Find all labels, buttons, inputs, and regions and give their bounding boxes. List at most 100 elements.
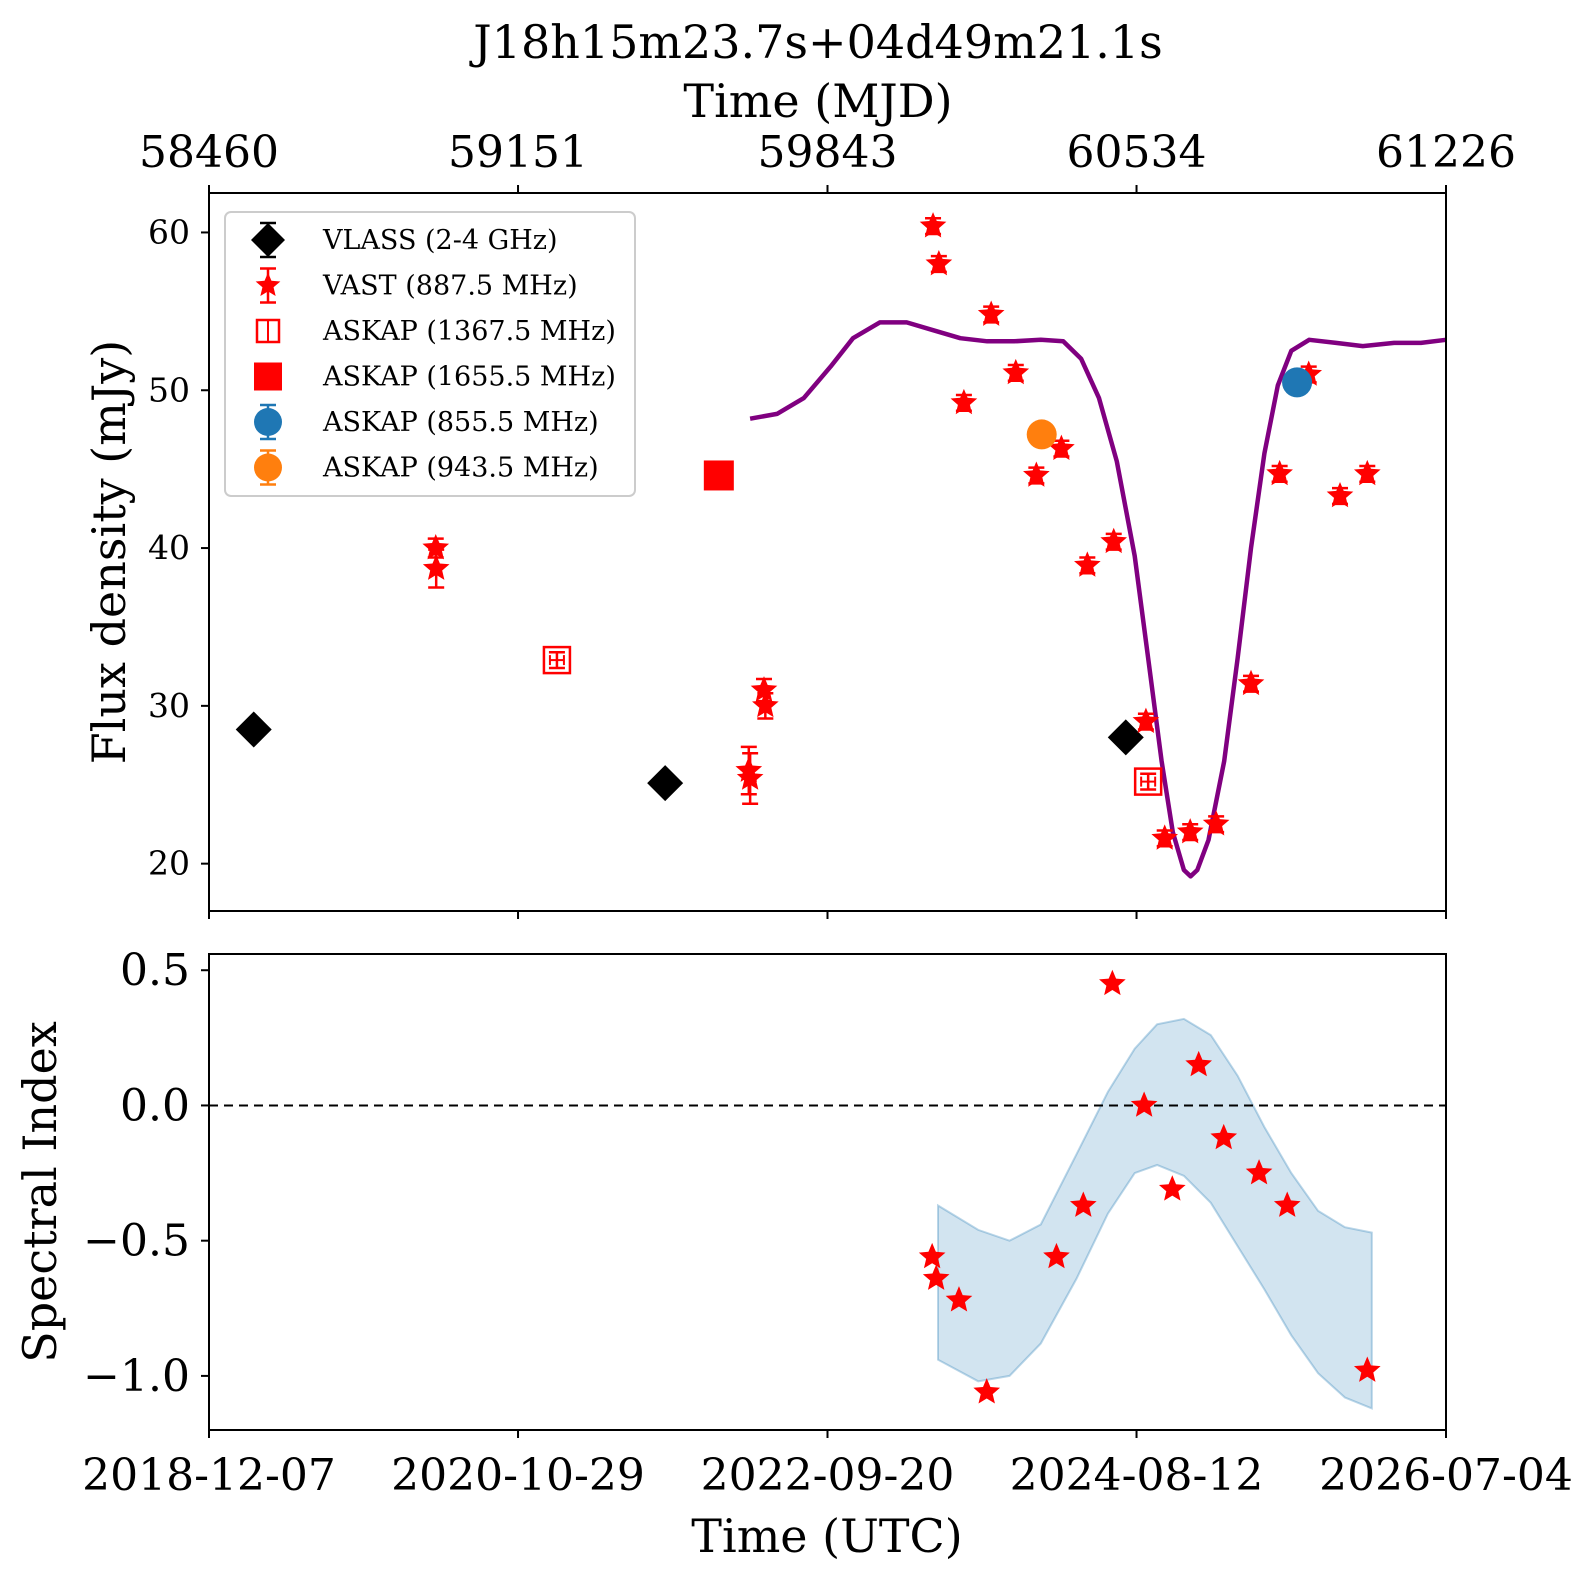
top-x-tick-label: 59151 [448,127,588,178]
data-point [422,534,450,560]
series-0 [235,711,1144,802]
legend-marker [255,272,281,297]
top-x-tick-label: 61226 [1376,127,1516,178]
top-y-tick-label: 40 [148,528,190,567]
data-point [1023,461,1050,487]
legend-label: ASKAP (855.5 MHz) [322,407,599,438]
data-point [1237,669,1265,696]
data-point [977,300,1005,326]
legend-entry: VAST (887.5 MHz) [255,267,578,304]
spectral-index-point [1043,1242,1070,1269]
top-x-tick-label: 58460 [139,127,279,178]
bottom-y-axis-title: Spectral Index [13,1021,67,1363]
data-point [1026,419,1057,450]
data-point [1133,767,1163,796]
legend-entry: ASKAP (1655.5 MHz) [254,362,616,393]
bottom-y-tick-label: 0.0 [120,1080,190,1131]
legend-label: ASKAP (1367.5 MHz) [322,316,616,347]
top-axis-title: Time (MJD) [683,74,952,128]
spectral-index-point [1273,1191,1301,1217]
spectral-index-point [1210,1123,1238,1150]
top-y-tick-label: 20 [148,844,190,883]
legend-box [224,211,636,497]
top-y-tick-label: 50 [148,370,190,409]
spectral-index-point [1099,969,1126,996]
legend: VLASS (2-4 GHz) VAST (887.5 MHz) ASKAP (13… [224,211,636,497]
spectral-index-point [1130,1091,1158,1117]
model-curve-line [749,320,1447,879]
legend-marker [254,408,282,436]
bottom-x-axis-title: Time (UTC) [691,1509,962,1563]
bottom-x-tick-label: 2022-09-20 [701,1450,955,1501]
data-point [703,460,734,491]
spectral-index-band [937,1017,1373,1410]
bottom-x-tick-label: 2026-07-04 [1319,1450,1573,1501]
top-data-points [235,212,1381,850]
legend-marker [254,453,282,482]
uncertainty-band [937,1017,1373,1410]
data-point [1266,459,1293,486]
legend-entry: ASKAP (855.5 MHz) [254,403,599,441]
data-point [542,645,572,675]
top-y-axis-title: Flux density (mJy) [82,340,136,764]
top-y-tick-label: 30 [148,686,190,725]
legend-label: VAST (887.5 MHz) [322,271,578,302]
data-point [750,676,778,702]
data-point [919,212,947,238]
data-point [647,765,684,802]
data-point [1151,824,1179,850]
legend-entry: ASKAP (1367.5 MHz) [255,316,616,347]
data-point [422,554,450,580]
data-point [1282,367,1313,398]
spectral-index-point [1245,1159,1273,1185]
series-1 [422,212,1381,850]
data-point [1048,434,1075,460]
legend-entry: VLASS (2-4 GHz) [251,221,558,259]
data-point [1202,810,1230,836]
top-x-tick-label: 60534 [1067,127,1207,178]
legend-marker [254,362,282,391]
bottom-x-tick-label: 2024-08-12 [1010,1450,1264,1501]
bottom-x-tick-label: 2018-12-07 [82,1450,336,1501]
data-point [950,388,978,415]
legend-label: ASKAP (1655.5 MHz) [322,362,616,393]
data-point [1132,707,1160,733]
legend-label: ASKAP (943.5 MHz) [322,453,599,484]
data-point [752,691,779,718]
bottom-y-ticks: 0.5 0.0 −0.5 −1.0 [83,945,209,1402]
model-curve [749,320,1447,879]
top-panel: 58460 59151 59843 60534 61226 20 30 40 50 60 Flu… [82,127,1516,919]
bottom-panel: 2018-12-07 2020-10-29 2022-09-20 2024-08-12… [13,945,1573,1563]
data-point [1326,481,1354,508]
bottom-x-ticks: 2018-12-07 2020-10-29 2022-09-20 2024-08-12… [82,1430,1573,1501]
bottom-y-tick-label: 0.5 [120,945,190,996]
data-point [1176,818,1204,844]
data-point [1353,459,1381,486]
spectral-index-point [1158,1175,1186,1201]
top-x-ticks: 58460 59151 59843 60534 61226 [139,127,1516,919]
top-y-ticks: 20 30 40 50 60 [148,212,209,883]
spectral-index-point [1353,1356,1381,1382]
data-point [1100,527,1128,554]
top-x-tick-label: 59843 [758,127,898,178]
series-5 [1026,419,1057,450]
data-point [925,250,953,276]
spectral-index-point [918,1242,946,1269]
series-3 [703,460,734,491]
spectral-index-points [918,969,1381,1404]
data-point [1107,719,1144,756]
data-point [235,711,272,748]
top-y-tick-label: 60 [148,212,190,251]
data-point [1002,358,1030,385]
series-4 [1282,367,1313,398]
spectral-index-point [973,1378,1001,1404]
data-point [736,764,764,790]
bottom-y-tick-label: −1.0 [83,1351,190,1402]
data-point [1074,551,1101,577]
legend-label: VLASS (2-4 GHz) [322,225,558,256]
bottom-x-tick-label: 2020-10-29 [391,1450,645,1501]
chart-title: J18h15m23.7s+04d49m21.1s [469,15,1162,69]
series-2 [542,645,1163,796]
spectral-index-point [945,1286,973,1312]
bottom-y-tick-label: −0.5 [83,1216,190,1267]
